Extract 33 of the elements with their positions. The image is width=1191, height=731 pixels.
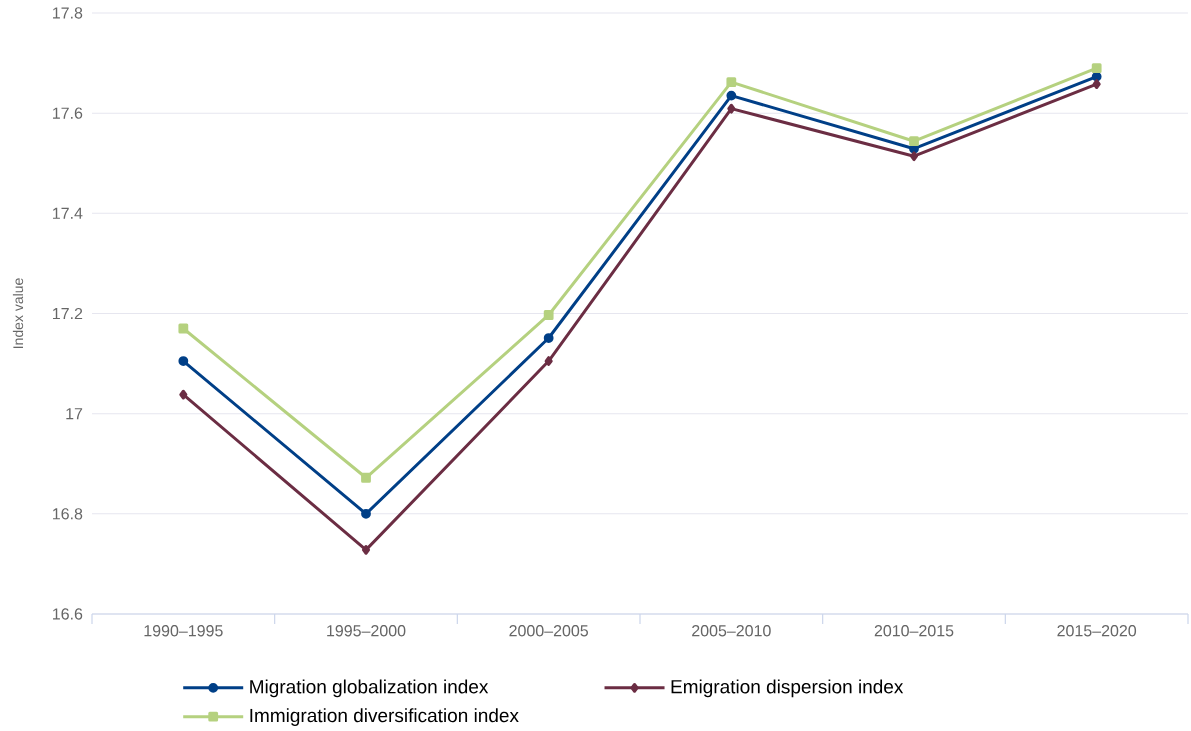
y-tick-label: 17.8 [53, 7, 83, 19]
point [726, 90, 737, 101]
point [909, 136, 919, 147]
point [178, 323, 189, 334]
y-tick-label: 17.4 [53, 207, 83, 219]
point [178, 356, 189, 366]
legend-label: Migration globalization index [250, 679, 489, 698]
point [544, 356, 553, 366]
x-tick-label: 2010–2015 [874, 625, 954, 637]
x-tick-label: 1995–2000 [327, 625, 406, 637]
y-tick-label: 16.6 [53, 608, 83, 620]
legend-label: Emigration dispersion index [671, 679, 904, 698]
point [361, 472, 371, 483]
x-tick-label: 2005–2010 [692, 625, 771, 637]
point [1091, 63, 1102, 73]
point [361, 544, 371, 555]
point [909, 151, 919, 162]
x-tick-label: 1990–1995 [144, 625, 223, 637]
y-tick-label: 16.8 [53, 508, 83, 520]
y-tick-label: 17.2 [53, 307, 83, 320]
point [361, 508, 371, 519]
point [543, 333, 554, 343]
point [726, 77, 737, 87]
x-tick-label: 2000–2005 [509, 625, 589, 637]
point [1092, 79, 1101, 90]
y-tick-label: 17.6 [53, 107, 83, 119]
point [543, 310, 554, 320]
legend-label: Immigration diversification index [250, 708, 519, 726]
point [179, 389, 188, 400]
y-tick-label: 17 [66, 408, 83, 420]
x-tick-label: 2015–2020 [1057, 625, 1137, 637]
y-axis-title: Index value [12, 278, 24, 348]
point [727, 103, 736, 114]
